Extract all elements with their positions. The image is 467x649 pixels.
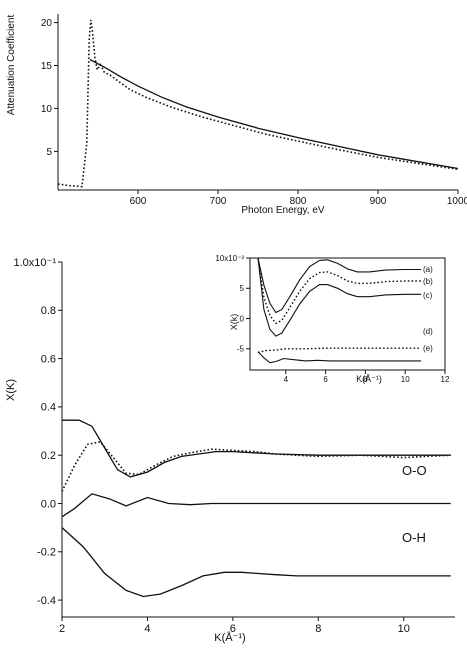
top-x-tick-label: 1000 <box>447 196 467 207</box>
inset-frame <box>249 257 446 371</box>
top-x-tick-label: 700 <box>210 196 227 207</box>
chi-k-panel: X(K) K(Å⁻¹) O-O O-H 2 4 6 8 10 1.0x10⁻¹ 0.8 0.6… <box>5 257 455 644</box>
inset-y-tick-label: -5 <box>237 345 245 354</box>
inset-x-tick-label: 10 <box>401 375 410 384</box>
label-o-o: O-O <box>402 463 427 478</box>
main-y-tick-label: 1.0x10⁻¹ <box>14 257 57 269</box>
inset-xlabel: K(Å⁻¹) <box>356 374 382 384</box>
main-y-tick-label: -0.4 <box>37 595 56 607</box>
main-y-tick-label: 0.4 <box>41 402 56 414</box>
inset-y-tick-label: 5 <box>240 284 245 293</box>
main-series-3 <box>61 527 451 598</box>
inset-series-4 <box>257 351 422 364</box>
main-x-tick-label: 10 <box>398 623 410 635</box>
main-series-0 <box>62 419 451 478</box>
top-x-tick-label: 600 <box>130 196 147 207</box>
inset-x-tick-label: 12 <box>441 375 450 384</box>
inset-panel: X(k) K(Å⁻¹) (a) (b) (c) (d) (e) 4 6 8 10 12 1… <box>215 254 450 384</box>
main-x-tick-label: 6 <box>230 623 236 635</box>
inset-label-a: (a) <box>423 265 433 274</box>
main-series-2 <box>61 493 451 518</box>
inset-label-b: (b) <box>423 277 433 286</box>
main-series-1 <box>61 441 451 492</box>
top-series-1 <box>89 58 459 170</box>
top-ylabel: Attenuation Coefficient <box>6 15 17 116</box>
inset-series-0 <box>257 257 422 314</box>
top-series-0 <box>57 19 459 188</box>
main-ylabel: X(K) <box>5 379 17 401</box>
main-y-tick-label: 0.0 <box>41 498 56 510</box>
inset-series-1 <box>257 257 422 325</box>
top-xlabel: Photon Energy, eV <box>241 205 325 216</box>
inset-series-2 <box>257 257 422 337</box>
top-x-tick-label: 900 <box>370 196 387 207</box>
inset-y-tick-label: 0 <box>240 314 245 323</box>
label-o-h: O-H <box>402 530 426 545</box>
inset-x-tick-label: 6 <box>323 375 328 384</box>
main-x-tick-label: 4 <box>144 623 150 635</box>
top-x-tick-label: 800 <box>290 196 307 207</box>
top-y-tick-label: 10 <box>41 104 53 115</box>
top-y-tick-label: 5 <box>46 147 52 158</box>
main-y-tick-label: 0.6 <box>41 353 56 365</box>
attenuation-panel: Attenuation Coefficient Photon Energy, e… <box>6 14 467 216</box>
inset-x-tick-label: 4 <box>284 375 289 384</box>
main-y-tick-label: 0.2 <box>41 450 56 462</box>
top-y-tick-label: 15 <box>41 61 53 72</box>
inset-y-tick-label: 10x10⁻³ <box>215 254 244 263</box>
main-y-tick-label: 0.8 <box>41 305 56 317</box>
inset-x-tick-label: 8 <box>363 375 368 384</box>
main-xlabel: K(Å⁻¹) <box>214 631 245 644</box>
main-x-tick-label: 2 <box>59 623 65 635</box>
inset-series-3 <box>257 347 422 354</box>
top-y-tick-label: 20 <box>41 18 53 29</box>
main-y-tick-label: -0.2 <box>37 547 56 559</box>
inset-label-d: (d) <box>423 327 433 336</box>
inset-label-e: (e) <box>423 344 433 353</box>
inset-ylabel: X(k) <box>229 314 239 331</box>
main-x-tick-label: 8 <box>315 623 321 635</box>
inset-label-c: (c) <box>423 291 433 300</box>
